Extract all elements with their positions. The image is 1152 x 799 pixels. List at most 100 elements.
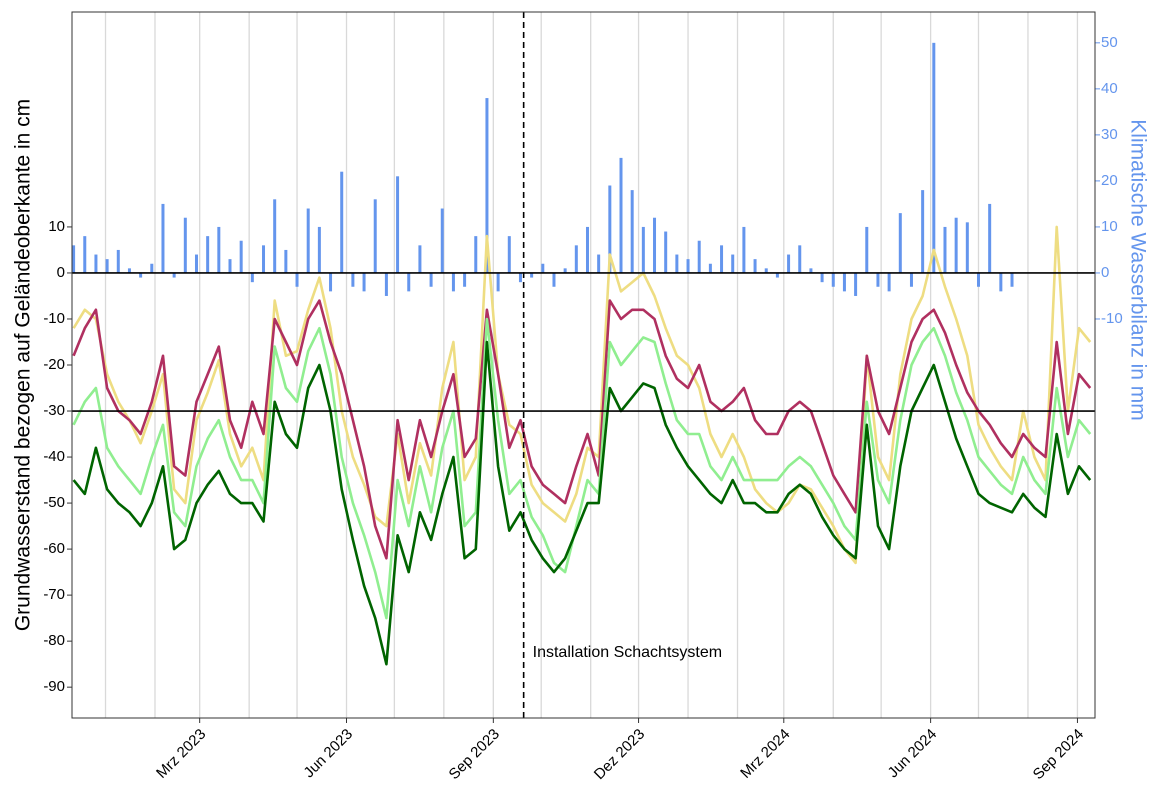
y-tick-label: -70 (43, 586, 65, 603)
bar (630, 190, 634, 273)
y2-tick-label: 40 (1101, 80, 1118, 97)
bar (541, 263, 545, 273)
bar (217, 226, 221, 273)
bar (407, 272, 411, 292)
bar (317, 226, 321, 273)
bar (552, 272, 556, 287)
y-tick-label: -10 (43, 310, 65, 327)
bar (329, 272, 333, 292)
bar (842, 272, 846, 292)
y-tick-label: 10 (48, 218, 65, 235)
bar (150, 263, 154, 273)
bar (686, 259, 690, 273)
line-series (72, 340, 1092, 666)
bar (518, 272, 522, 283)
line-series (72, 317, 1092, 620)
y-tick-label: -30 (43, 402, 65, 419)
bar (619, 157, 623, 273)
bar (798, 245, 802, 273)
bar (708, 263, 712, 273)
bar (295, 272, 299, 287)
bar (396, 176, 400, 273)
bar (373, 199, 377, 273)
bar (865, 226, 869, 273)
bar (976, 272, 980, 287)
bar (250, 272, 254, 283)
bar (831, 272, 835, 287)
bar (909, 272, 913, 287)
bar (440, 208, 444, 273)
bar (273, 199, 277, 273)
y-axis-title: Grundwasserstand bezogen auf Geländeober… (12, 99, 35, 631)
y2-tick-label: 30 (1101, 126, 1118, 143)
bar (228, 259, 232, 273)
y2-tick-label: 10 (1101, 218, 1118, 235)
y-tick-label: -50 (43, 494, 65, 511)
plot-border (71, 11, 1096, 719)
y2-tick-label: 50 (1101, 34, 1118, 51)
bar (988, 203, 992, 273)
bar (720, 245, 724, 273)
y-tick-label: -60 (43, 540, 65, 557)
y-tick-label: 0 (57, 264, 65, 281)
bar (775, 272, 779, 278)
bar (943, 226, 947, 273)
bar (474, 236, 478, 273)
marks: Installation Schachtsystem (72, 12, 1095, 718)
bar (418, 245, 422, 273)
bar (641, 226, 645, 273)
y2-tick-label: -10 (1101, 310, 1123, 327)
bar (809, 268, 813, 273)
bar (965, 222, 969, 273)
bar (194, 254, 198, 273)
y2-tick-label: 0 (1101, 264, 1109, 281)
bar (999, 272, 1003, 292)
bar (820, 272, 824, 283)
bar (574, 245, 578, 273)
bar (451, 272, 455, 292)
bar (764, 268, 768, 273)
bar (597, 254, 601, 273)
y-tick-label: -80 (43, 632, 65, 649)
bar (362, 272, 366, 292)
bar (1010, 272, 1014, 287)
bar (485, 98, 489, 273)
bar (697, 240, 701, 273)
bar (496, 272, 500, 292)
bar (83, 236, 87, 273)
bar (954, 217, 958, 273)
bar (116, 249, 120, 273)
bar (608, 185, 612, 273)
bar (876, 272, 880, 287)
bar (675, 254, 679, 273)
bar (239, 240, 243, 273)
bar (183, 217, 187, 273)
y2-axis-title: Klimatische Wasserbilanz in mm (1126, 119, 1149, 420)
bar (284, 249, 288, 273)
bar (787, 254, 791, 273)
y-tick-label: -20 (43, 356, 65, 373)
bar (932, 42, 936, 273)
bar (429, 272, 433, 287)
bar (384, 272, 388, 296)
event-label: Installation Schachtsystem (533, 644, 722, 661)
bar (463, 272, 467, 287)
bar (664, 231, 668, 273)
bar (161, 203, 165, 273)
bar (585, 226, 589, 273)
bar (742, 226, 746, 273)
bar (898, 213, 902, 273)
bar (206, 236, 210, 273)
line-series (72, 299, 1092, 560)
bar (105, 259, 109, 273)
bar (94, 254, 98, 273)
bar (921, 190, 925, 273)
y-tick-label: -40 (43, 448, 65, 465)
y2-tick-label: 20 (1101, 172, 1118, 189)
bar (530, 272, 534, 278)
bar (351, 272, 355, 287)
bar (854, 272, 858, 296)
bar (139, 272, 143, 278)
bar (262, 245, 266, 273)
